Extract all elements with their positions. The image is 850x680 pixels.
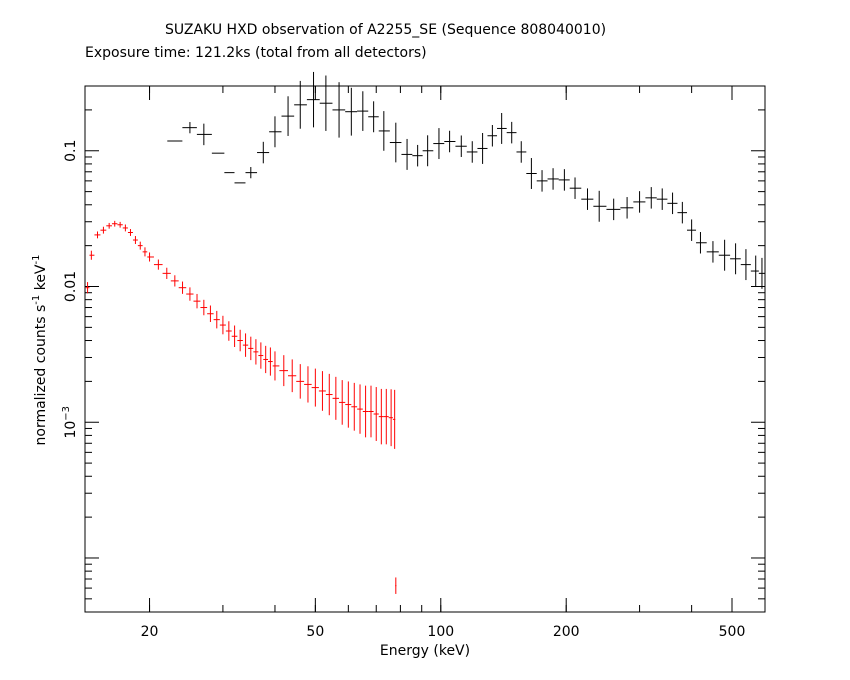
y-tick-label: 0.1 (63, 140, 79, 162)
y-tick-label: 0.01 (63, 271, 79, 302)
x-tick-label: 100 (427, 624, 454, 640)
y-axis-label-main: normalized counts s (33, 305, 49, 446)
y-axis-label: normalized counts s-1 keV-1 (31, 255, 49, 446)
chart-title: SUZAKU HXD observation of A2255_SE (Sequ… (165, 22, 607, 38)
axis-ticks: 20 50 100 200 500 0.1 0.01 10−3 (61, 86, 766, 640)
x-tick-label: 20 (141, 624, 159, 640)
data-series (85, 71, 766, 594)
y-axis-label-exp1: -1 (31, 295, 42, 305)
red-spectrum (85, 220, 397, 594)
plot-frame (84, 85, 766, 613)
x-axis-label: Energy (keV) (380, 643, 470, 659)
y-tick-label: 10−3 (61, 406, 79, 439)
y-axis-label-unit: keV (33, 264, 49, 295)
chart-subtitle: Exposure time: 121.2ks (total from all d… (85, 45, 427, 61)
x-tick-label: 50 (306, 624, 324, 640)
x-tick-label: 200 (553, 624, 580, 640)
black-spectrum (167, 71, 766, 289)
y-axis-label-exp2: -1 (31, 255, 42, 265)
x-tick-label: 500 (719, 624, 746, 640)
